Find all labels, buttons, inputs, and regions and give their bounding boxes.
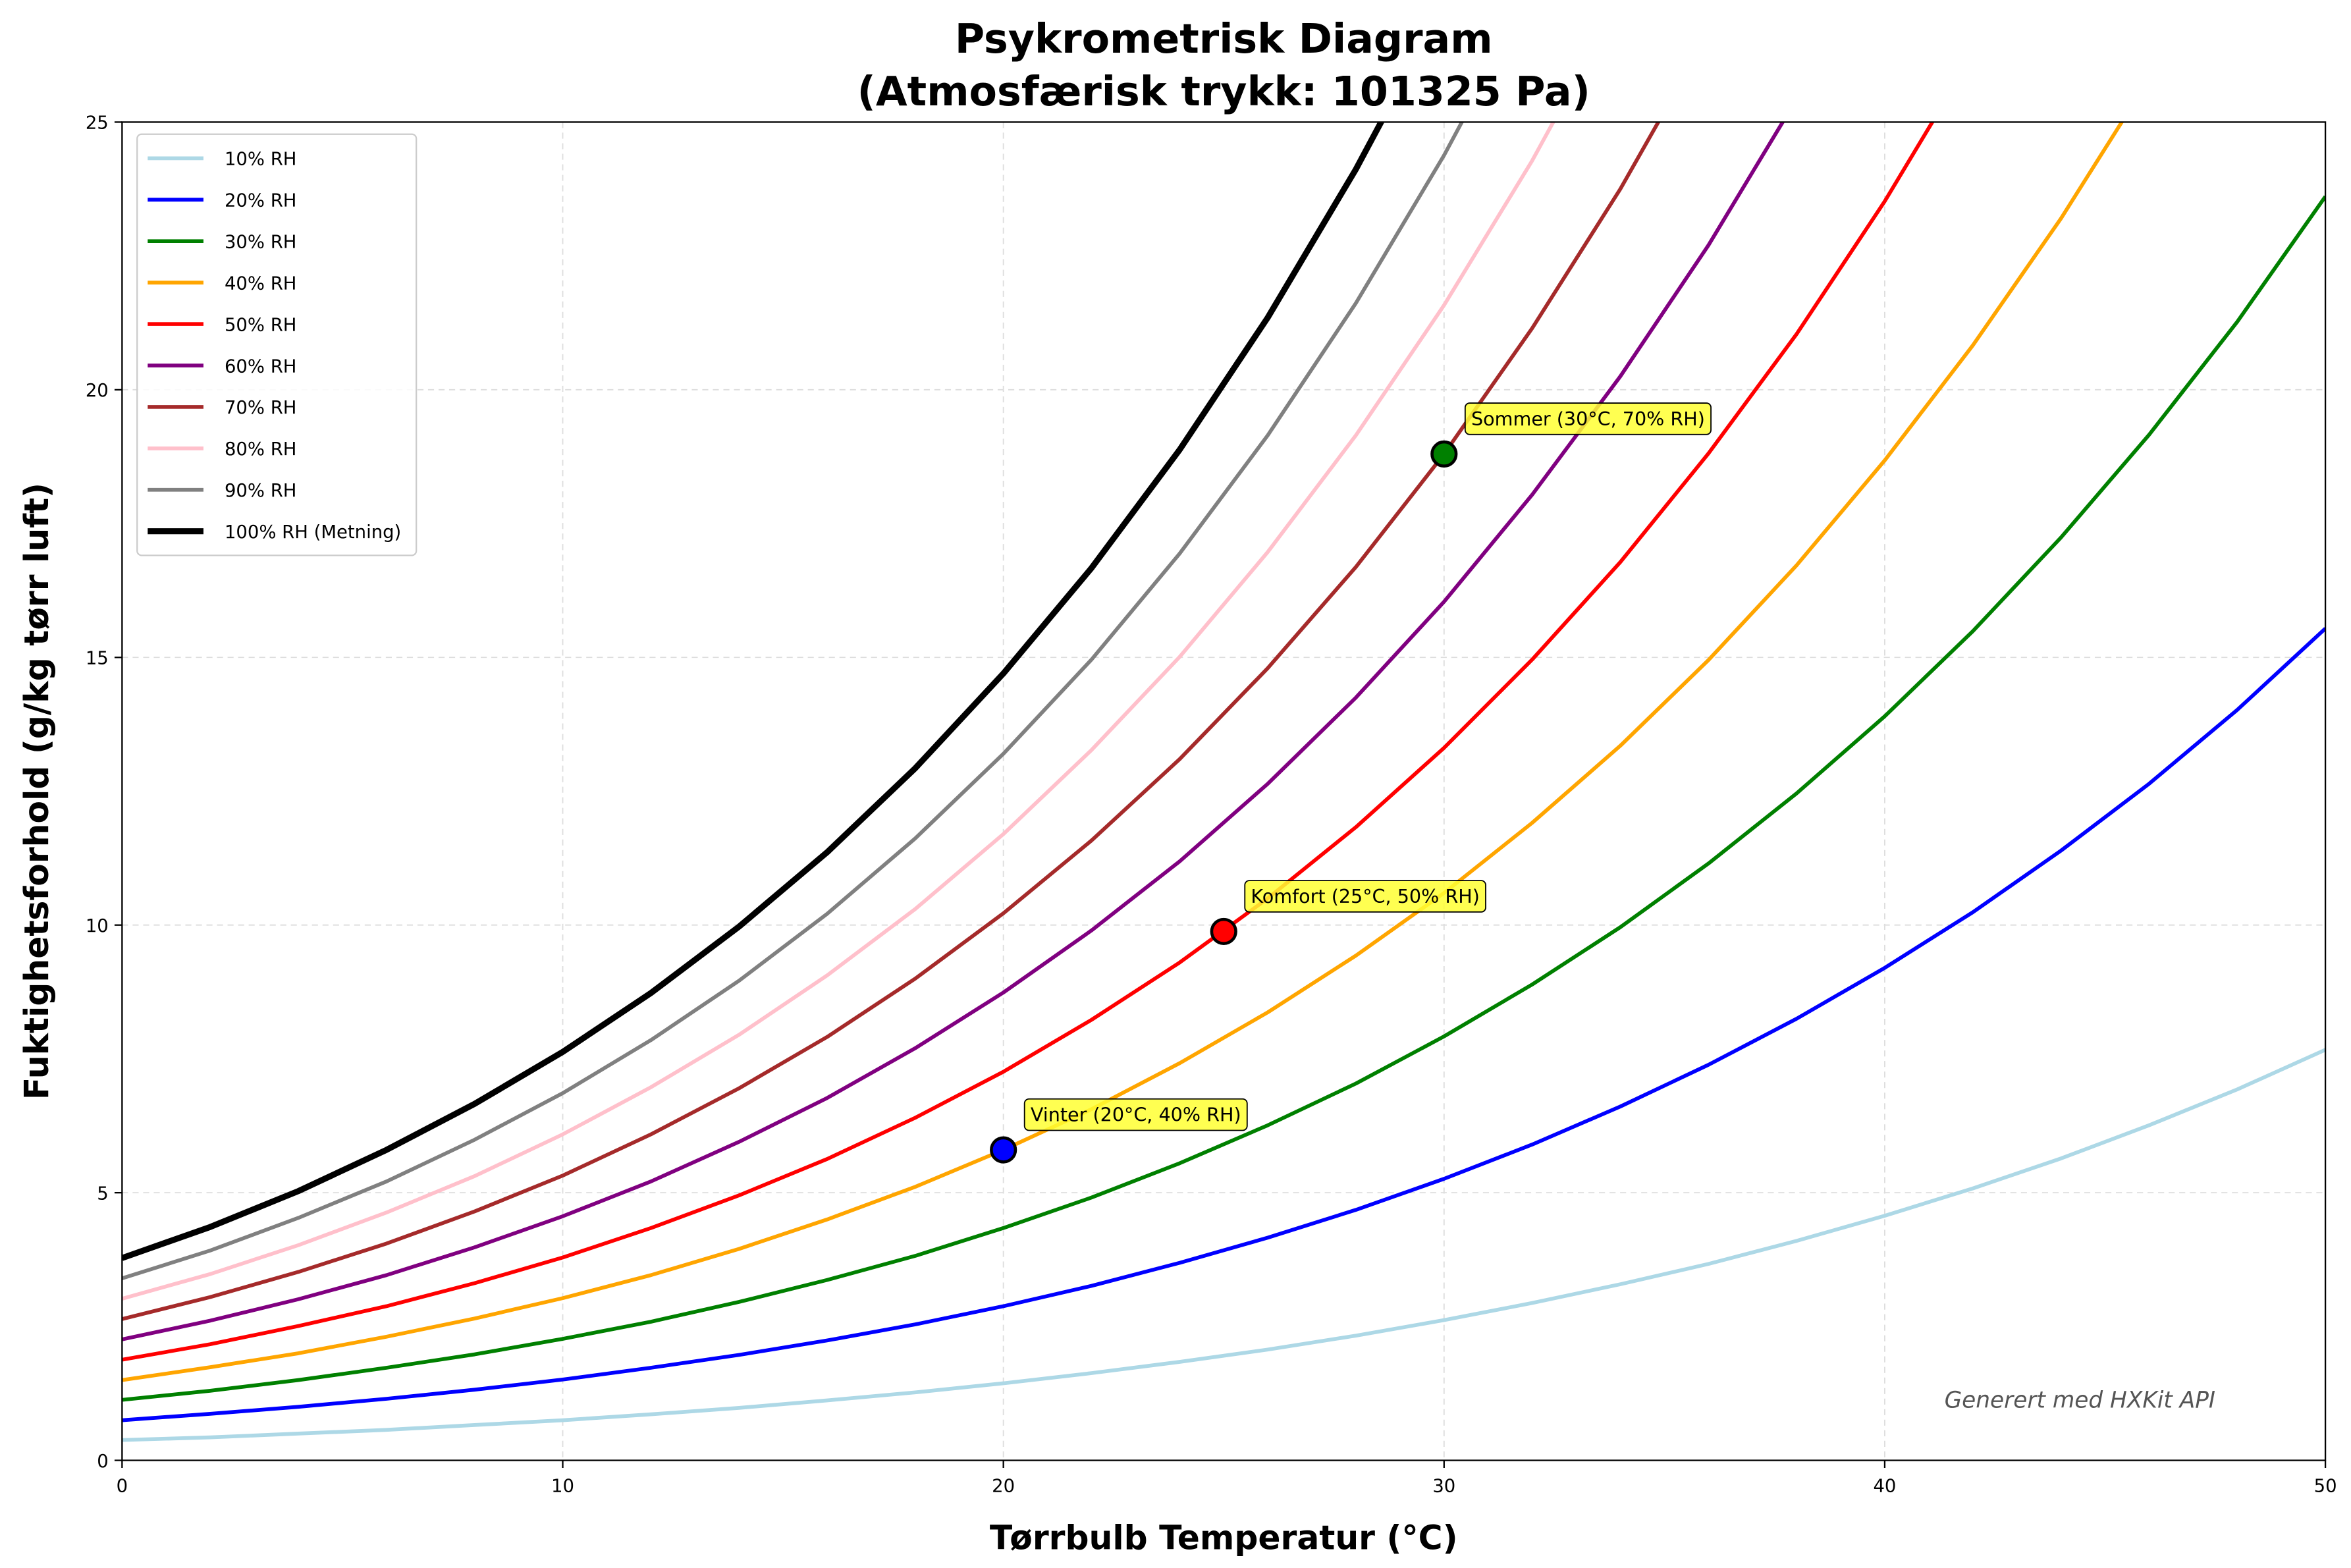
y-tick-label: 0 [97, 1451, 108, 1472]
rh-line [122, 122, 2124, 1382]
x-tick-label: 20 [992, 1476, 1015, 1497]
point-annotation: Komfort (25°C, 50% RH) [1244, 880, 1486, 913]
legend-label: 50% RH [225, 315, 296, 335]
point-annotation: Sommer (30°C, 70% RH) [1464, 402, 1712, 435]
watermark: Generert med HXKit API [1945, 1387, 2215, 1413]
rh-line [122, 122, 1465, 1280]
rh-line [122, 627, 2326, 1422]
axes-frame [121, 121, 2327, 1461]
y-tick-label: 25 [86, 113, 109, 134]
x-tick-label: 50 [2314, 1476, 2337, 1497]
y-axis-label: Fuktighetsforhold (g/kg tørr luft) [17, 483, 56, 1100]
annotation-box [1464, 402, 1712, 435]
annotation-label: Komfort (25°C, 50% RH) [1251, 885, 1479, 907]
annotation-label: Vinter (20°C, 40% RH) [1031, 1104, 1241, 1126]
chart-title: Psykrometrisk Diagram [955, 15, 1493, 63]
legend-label: 20% RH [225, 191, 296, 211]
legend-label: 30% RH [225, 232, 296, 252]
state-point [1210, 917, 1237, 946]
legend-label: 70% RH [225, 398, 296, 418]
annotation-box [1023, 1098, 1248, 1131]
state-point [990, 1136, 1017, 1164]
x-tick-label: 40 [1873, 1476, 1896, 1497]
y-tick-label: 5 [97, 1183, 108, 1204]
state-point [1430, 440, 1458, 468]
legend-label: 10% RH [225, 149, 296, 170]
annotation-box [1244, 880, 1486, 913]
y-tick-label: 15 [86, 649, 109, 669]
rh-line [122, 122, 1385, 1261]
chart-subtitle: (Atmosfærisk trykk: 101325 Pa) [857, 68, 1590, 115]
annotation-label: Sommer (30°C, 70% RH) [1471, 408, 1705, 430]
point-annotation: Vinter (20°C, 40% RH) [1023, 1098, 1248, 1131]
y-tick-label: 20 [86, 381, 109, 401]
legend-label: 40% RH [225, 273, 296, 294]
rh-line [122, 122, 1555, 1301]
legend-box [136, 133, 418, 556]
rh-line [122, 122, 1661, 1321]
legend-label: 100% RH (Metning) [225, 522, 401, 543]
rh-line [122, 122, 1935, 1362]
legend-label: 60% RH [225, 356, 296, 377]
x-tick-label: 0 [117, 1476, 128, 1497]
x-tick-label: 10 [551, 1476, 574, 1497]
legend-label: 90% RH [225, 481, 296, 501]
plot-area [122, 122, 2326, 1442]
rh-line [122, 122, 1785, 1341]
y-tick-label: 10 [86, 916, 109, 936]
rh-line [122, 1048, 2326, 1442]
legend-label: 80% RH [225, 439, 296, 460]
x-axis-label: Tørrbulb Temperatur (°C) [990, 1519, 1458, 1557]
rh-line [122, 195, 2326, 1402]
x-tick-label: 30 [1432, 1476, 1455, 1497]
legend: 10% RH 20% RH 30% RH 40% RH 50% RH 60% RH 70% … [136, 133, 418, 556]
